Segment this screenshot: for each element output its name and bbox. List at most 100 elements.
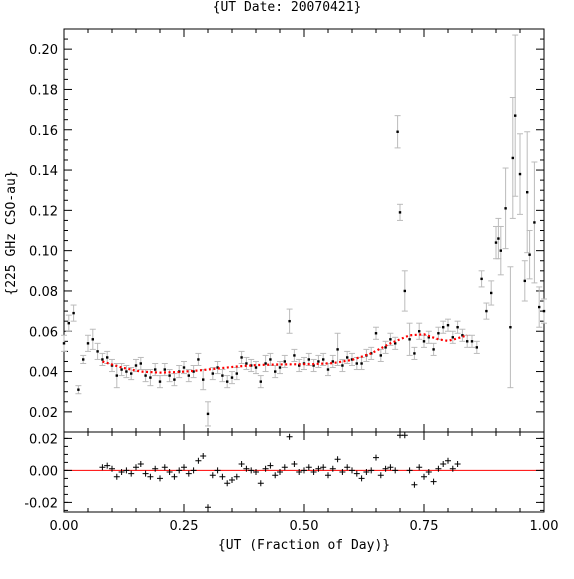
- data-point: [336, 348, 339, 351]
- data-point: [494, 241, 498, 244]
- data-point: [254, 366, 258, 369]
- residual-plot: -0.02 0.00 0.02 0.00 0.25 0.50 0.75 1.00: [24, 431, 558, 534]
- residual-point: [128, 470, 135, 477]
- data-point: [389, 338, 392, 341]
- residual-point: [329, 465, 336, 472]
- data-point: [77, 388, 80, 391]
- residual-point: [137, 461, 144, 467]
- y-tick-label: 0.02: [29, 406, 58, 421]
- residual-point: [185, 470, 192, 477]
- residual-point: [152, 465, 159, 472]
- data-point: [514, 114, 517, 117]
- residual-point: [349, 467, 355, 474]
- data-point: [226, 380, 229, 383]
- residual-point: [233, 473, 240, 480]
- data-point: [461, 334, 464, 337]
- data-point: [125, 370, 128, 373]
- residual-point: [104, 462, 111, 469]
- residual-point: [449, 465, 456, 472]
- data-point: [542, 309, 546, 313]
- y-axis-label: {225 GHz CSO-au}: [4, 170, 19, 296]
- data-point: [490, 291, 493, 295]
- data-point: [278, 366, 282, 369]
- x-tick-label: 0.50: [290, 519, 319, 534]
- residual-y-tick-label: -0.02: [24, 496, 58, 511]
- data-point: [134, 364, 138, 367]
- residual-point: [272, 472, 279, 479]
- data-point: [480, 277, 483, 281]
- x-tick-label: 0.00: [50, 519, 79, 534]
- residual-point: [181, 464, 187, 471]
- data-point: [240, 356, 243, 359]
- residual-point: [334, 456, 341, 463]
- residual-point: [305, 464, 312, 471]
- data-point: [451, 336, 454, 339]
- data-point: [245, 362, 248, 365]
- residual-point: [123, 467, 130, 474]
- data-point: [442, 326, 445, 329]
- residual-point: [401, 432, 408, 439]
- residual-point: [176, 467, 183, 474]
- data-point: [154, 368, 157, 371]
- data-point: [528, 253, 531, 256]
- data-point: [497, 237, 500, 240]
- residual-point: [277, 469, 283, 475]
- y-tick-label: 0.10: [29, 245, 58, 260]
- y-tick-label: 0.16: [29, 124, 58, 139]
- residual-point: [262, 465, 269, 472]
- residual-point: [147, 473, 154, 480]
- data-point: [120, 368, 123, 371]
- residual-point: [291, 461, 298, 467]
- residual-point: [118, 469, 125, 475]
- x-axis-label: {UT (Fraction of Day)}: [217, 538, 391, 553]
- data-point: [499, 249, 502, 252]
- residual-point: [301, 467, 307, 474]
- residual-point: [248, 467, 255, 474]
- data-point: [82, 358, 85, 361]
- data-point: [526, 191, 529, 194]
- data-point: [346, 356, 349, 359]
- residual-point: [243, 465, 250, 472]
- data-point: [230, 376, 234, 379]
- data-point: [456, 326, 459, 329]
- data-point: [437, 332, 440, 335]
- data-point: [72, 311, 75, 315]
- residual-point: [195, 457, 202, 464]
- y-tick-label: 0.20: [29, 43, 58, 58]
- data-point: [130, 372, 133, 375]
- data-point: [511, 156, 514, 160]
- residual-point: [435, 465, 442, 472]
- data-point: [211, 372, 214, 375]
- data-point: [355, 362, 358, 365]
- residual-point: [416, 464, 423, 471]
- residual-point: [142, 470, 149, 477]
- residual-point: [238, 461, 245, 467]
- residual-y-tick-label: 0.02: [29, 432, 58, 447]
- data-point: [67, 321, 70, 325]
- data-point: [168, 374, 171, 377]
- data-point: [326, 368, 330, 371]
- residual-point: [382, 465, 389, 472]
- residual-point: [392, 467, 399, 474]
- residual-point: [190, 467, 197, 474]
- residual-point: [368, 467, 375, 474]
- data-point: [216, 366, 219, 369]
- data-point: [192, 370, 195, 373]
- residual-point: [133, 464, 139, 471]
- residual-point: [454, 461, 461, 467]
- y-tick-label: 0.04: [29, 366, 58, 381]
- residual-point: [161, 464, 168, 471]
- data-point: [470, 340, 474, 343]
- data-point: [432, 348, 435, 351]
- data-point: [202, 378, 205, 381]
- data-point: [259, 380, 262, 383]
- residual-point: [358, 475, 365, 482]
- data-point: [446, 324, 450, 327]
- data-point: [322, 358, 325, 361]
- data-point: [317, 360, 320, 363]
- data-point: [518, 172, 522, 176]
- data-point: [264, 362, 267, 365]
- residual-point: [205, 504, 211, 511]
